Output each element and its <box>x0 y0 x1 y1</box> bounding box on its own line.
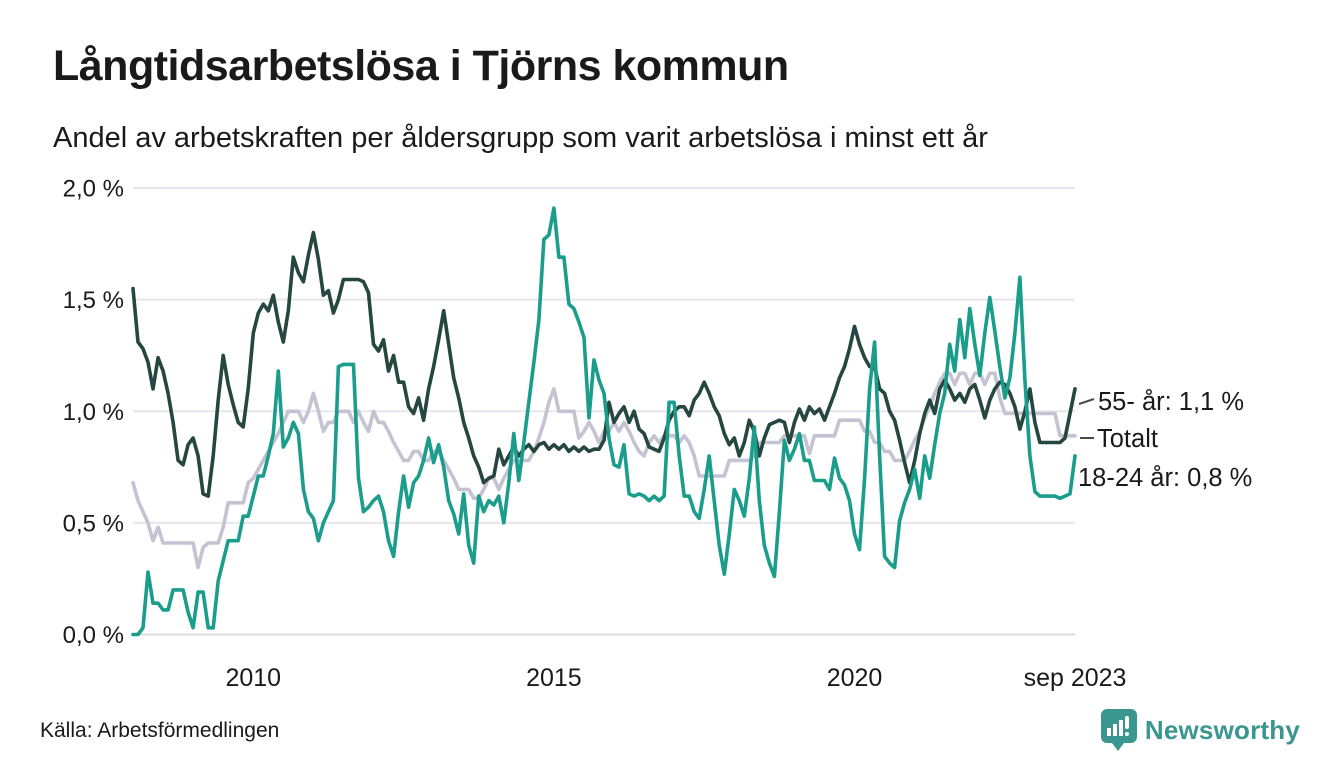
chart-subtitle: Andel av arbetskraften per åldersgrupp s… <box>53 122 988 154</box>
series-end-label-55--år: 55- år: 1,1 % <box>1098 388 1244 416</box>
x-axis-tick-label: 2010 <box>225 664 281 692</box>
x-axis-tick-label: 2015 <box>526 664 582 692</box>
newsworthy-logo-text: Newsworthy <box>1144 714 1300 745</box>
source-note: Källa: Arbetsförmedlingen <box>40 719 280 742</box>
logo-bar-medium <box>1112 724 1117 736</box>
x-axis-tick-label: sep 2023 <box>1024 664 1127 692</box>
series-line-55--år <box>131 230 1077 498</box>
logo-bar-tall <box>1118 720 1123 736</box>
y-axis-tick-label: 1,0 % <box>63 399 124 426</box>
series-end-label-totalt: Totalt <box>1097 425 1158 453</box>
series-end-label-18-24-år: 18-24 år: 0,8 % <box>1078 464 1252 492</box>
y-axis-tick-label: 1,5 % <box>63 287 124 314</box>
logo-bar-small <box>1106 728 1111 736</box>
logo-exclamation-dot <box>1124 732 1129 736</box>
x-axis-tick-label: 2020 <box>827 664 883 692</box>
newsworthy-logo[interactable]: Newsworthy <box>1099 708 1300 752</box>
newsworthy-logo-icon <box>1100 709 1137 751</box>
label-connector-dash <box>1078 398 1095 405</box>
logo-exclamation-bar <box>1124 716 1129 729</box>
series-line-18-24-år <box>131 206 1077 637</box>
page-title: Långtidsarbetslösa i Tjörns kommun <box>53 42 789 90</box>
y-axis-tick-label: 0,5 % <box>63 510 124 537</box>
y-axis-tick-label: 0,0 % <box>63 622 124 649</box>
y-axis-tick-label: 2,0 % <box>63 176 124 203</box>
